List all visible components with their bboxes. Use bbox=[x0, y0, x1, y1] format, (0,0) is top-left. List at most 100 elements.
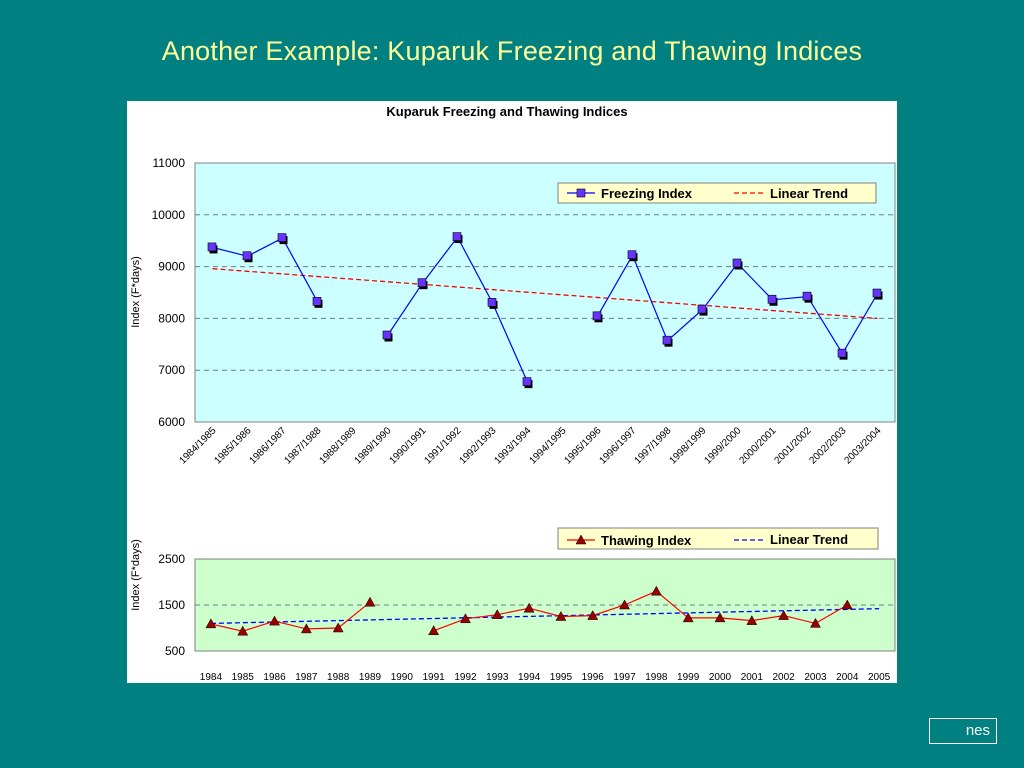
t-data-point bbox=[491, 609, 503, 619]
f-data-point bbox=[417, 278, 427, 287]
freezing-x-ticks: 1984/19851985/19861986/19871987/19881988… bbox=[177, 425, 884, 467]
f-y-tick-label: 6000 bbox=[158, 415, 185, 429]
t-y-tick-label: 500 bbox=[165, 644, 185, 658]
f-data-point bbox=[207, 242, 217, 252]
t-x-tick-label: 1990 bbox=[391, 672, 414, 683]
t-x-tick-label: 1996 bbox=[582, 672, 605, 683]
t-data-point bbox=[555, 610, 567, 621]
t-data-point bbox=[650, 585, 662, 596]
t-x-tick-label: 2001 bbox=[741, 672, 764, 683]
f-data-point bbox=[732, 258, 742, 268]
t-data-point bbox=[778, 610, 790, 620]
f-data-point bbox=[382, 330, 392, 340]
f-data-point bbox=[872, 288, 882, 298]
freezing-y-ticks: 6000 7000 8000 9000 10000 11000 bbox=[152, 156, 186, 429]
t-data-point bbox=[523, 602, 535, 613]
t-x-tick-label: 2003 bbox=[804, 672, 827, 683]
thawing-chart: 500 1500 2500 1984 1985 1986 1987 1988 1989 1990… bbox=[130, 527, 896, 683]
f-y-tick-label: 10000 bbox=[152, 208, 186, 222]
f-data-point bbox=[277, 233, 287, 242]
f-y-tick-label: 8000 bbox=[158, 311, 185, 325]
chart-svg: Kuparuk Freezing and Thawing Indices 600… bbox=[130, 104, 896, 683]
t-x-tick-label: 1999 bbox=[677, 672, 700, 683]
t-data-point bbox=[682, 612, 694, 623]
thawing-y-axis-label: Index (F*days) bbox=[130, 539, 142, 611]
f-data-point bbox=[522, 377, 532, 386]
t-x-tick-label: 2002 bbox=[773, 672, 796, 683]
t-data-point bbox=[300, 623, 312, 634]
thawing-legend-marker bbox=[575, 534, 587, 545]
f-data-point bbox=[837, 348, 847, 358]
t-x-tick-label: 2004 bbox=[836, 672, 859, 683]
t-x-tick-label: 1994 bbox=[518, 672, 541, 683]
freezing-trend-legend-label: Linear Trend bbox=[770, 186, 848, 201]
freezing-legend-label: Freezing Index bbox=[601, 186, 693, 201]
f-y-tick-label: 7000 bbox=[158, 363, 185, 377]
thawing-trend-legend-label: Linear Trend bbox=[770, 532, 848, 547]
t-data-point bbox=[428, 625, 440, 636]
t-data-point bbox=[841, 599, 853, 610]
thawing-y-ticks: 500 1500 2500 bbox=[158, 552, 185, 658]
freezing-legend: Freezing Index Linear Trend bbox=[557, 182, 877, 204]
f-data-point bbox=[242, 251, 252, 261]
f-y-tick-label: 9000 bbox=[158, 260, 185, 274]
t-data-point bbox=[460, 613, 471, 624]
freezing-chart: 6000 7000 8000 9000 10000 11000 1984/19851985… bbox=[130, 156, 896, 467]
t-x-tick-label: 1992 bbox=[454, 672, 477, 683]
freezing-trend bbox=[212, 268, 878, 320]
freezing-legend-marker bbox=[576, 188, 586, 198]
f-data-point bbox=[487, 298, 497, 307]
chart-title: Kuparuk Freezing and Thawing Indices bbox=[386, 104, 627, 119]
t-data-point bbox=[364, 596, 376, 607]
t-data-point bbox=[714, 612, 726, 623]
t-x-tick-label: 1997 bbox=[613, 672, 636, 683]
f-data-point bbox=[312, 297, 322, 306]
t-x-tick-label: 1985 bbox=[232, 672, 255, 683]
t-trend-line bbox=[210, 608, 880, 625]
thawing-legend-label: Thawing Index bbox=[601, 533, 692, 548]
footer-label: nes bbox=[929, 718, 997, 744]
slide-title: Another Example: Kuparuk Freezing and Th… bbox=[161, 36, 863, 66]
f-data-point bbox=[802, 291, 812, 301]
t-x-tick-label: 1988 bbox=[327, 672, 350, 683]
t-x-tick-label: 1986 bbox=[263, 672, 286, 683]
freezing-markers bbox=[207, 232, 883, 389]
f-trend-line bbox=[212, 268, 878, 320]
t-x-tick-label: 1991 bbox=[423, 672, 446, 683]
f-series-line bbox=[212, 237, 319, 303]
t-x-tick-label: 1995 bbox=[550, 672, 573, 683]
t-x-tick-label: 1998 bbox=[645, 672, 668, 683]
t-series-line bbox=[433, 590, 848, 632]
t-x-tick-label: 1989 bbox=[359, 672, 382, 683]
freezing-plot-area bbox=[194, 162, 896, 423]
t-y-tick-label: 1500 bbox=[158, 598, 185, 612]
f-x-tick-label: 2003/2004 bbox=[842, 425, 884, 467]
t-data-point bbox=[587, 610, 599, 620]
t-x-tick-label: 1993 bbox=[486, 672, 509, 683]
t-x-tick-label: 1984 bbox=[200, 672, 223, 683]
thawing-markers bbox=[205, 585, 853, 636]
t-data-point bbox=[269, 615, 280, 626]
f-data-point bbox=[452, 232, 462, 241]
f-data-point bbox=[662, 335, 672, 345]
t-data-point bbox=[810, 617, 821, 628]
freezing-y-axis-label: Index (F*days) bbox=[130, 256, 142, 328]
f-data-point bbox=[592, 311, 602, 321]
t-data-point bbox=[237, 625, 249, 636]
chart-panel: Kuparuk Freezing and Thawing Indices 600… bbox=[127, 101, 897, 683]
t-data-point bbox=[332, 622, 344, 633]
f-data-point bbox=[627, 250, 637, 260]
t-y-tick-label: 2500 bbox=[158, 552, 185, 566]
thawing-x-ticks: 1984 1985 1986 1987 1988 1989 1990 1991 1992 1993… bbox=[200, 672, 891, 683]
t-x-tick-label: 2005 bbox=[868, 672, 891, 683]
f-data-point bbox=[767, 294, 777, 304]
thawing-legend: Thawing Index Linear Trend bbox=[557, 527, 879, 550]
t-data-point bbox=[205, 618, 217, 629]
thawing-plot-area bbox=[194, 558, 896, 652]
t-data-point bbox=[746, 615, 758, 625]
t-data-point bbox=[619, 599, 630, 610]
t-x-tick-label: 1987 bbox=[295, 672, 318, 683]
thawing-trend bbox=[210, 608, 880, 625]
thawing-series bbox=[210, 590, 848, 632]
f-y-tick-label: 11000 bbox=[153, 156, 186, 170]
